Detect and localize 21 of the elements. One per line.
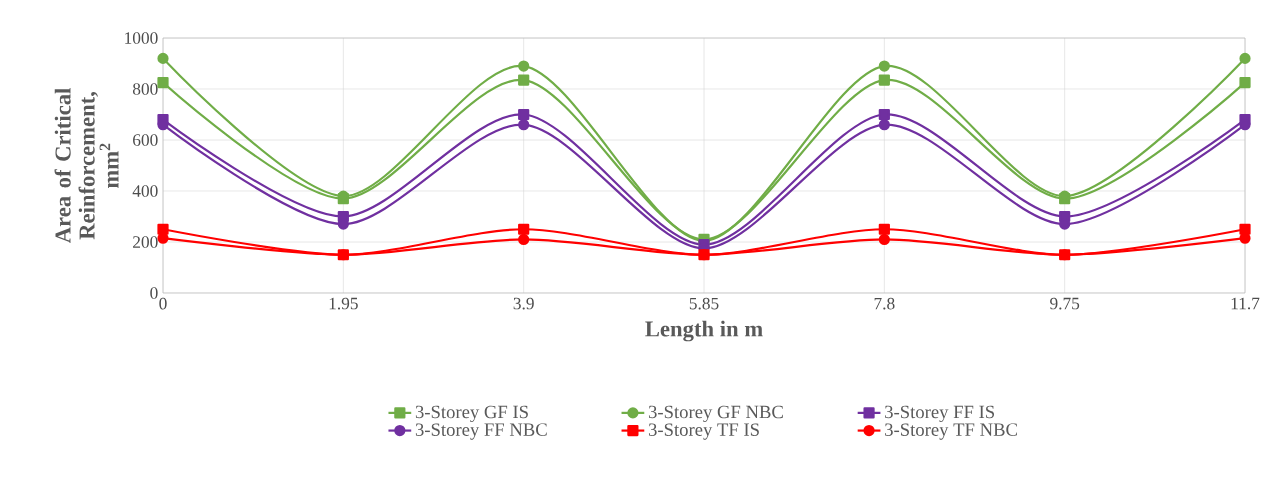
x-tick-label: 11.7 <box>1231 297 1260 310</box>
x-tick-label: 9.75 <box>1050 297 1080 310</box>
legend-label: 3-Storey GF NBC <box>648 405 783 423</box>
y-tick-label: 600 <box>133 134 158 146</box>
x-tick-label: 5.85 <box>689 297 719 310</box>
y-axis-title: Area of Critical Reinforcement, mm$^{2}$ <box>54 88 119 244</box>
x-axis-title: Length in m <box>645 320 763 342</box>
y-tick-label: 200 <box>133 236 158 248</box>
legend-label: 3-Storey TF IS <box>648 423 759 440</box>
x-tick-label: 1.95 <box>329 297 358 310</box>
x-tick-label: 7.8 <box>874 297 895 310</box>
legend-label: 3-Storey FF IS <box>885 405 995 423</box>
y-tick-label: 800 <box>132 83 158 95</box>
x-tick-label: 0 <box>159 297 167 310</box>
x-tick-label: 3.9 <box>513 297 534 310</box>
y-tick-label: 1000 <box>125 32 158 44</box>
y-tick-label: 400 <box>132 185 158 197</box>
legend-label: 3-Storey GF IS <box>415 405 528 423</box>
legend-label: 3-Storey FF NBC <box>415 423 547 440</box>
y-tick-label: 0 <box>150 287 158 299</box>
legend-label: 3-Storey TF NBC <box>885 423 1017 440</box>
